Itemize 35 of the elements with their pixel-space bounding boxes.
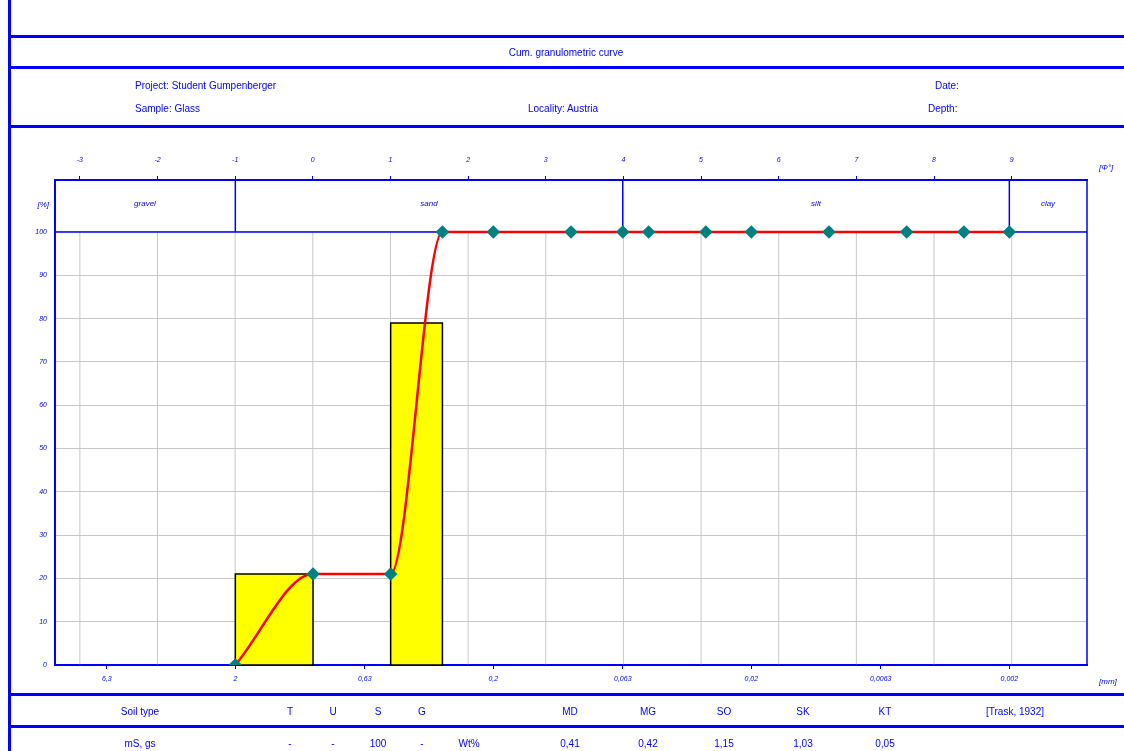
annotation: gravel	[134, 199, 156, 208]
text: Project: Student Gumpenberger	[135, 80, 277, 91]
text: T	[286, 706, 294, 717]
text: Date:	[935, 80, 959, 91]
annotation: clay	[1040, 199, 1056, 208]
text: Sample: Glass	[135, 103, 201, 114]
text: KT	[878, 706, 892, 717]
text: 0,41	[560, 738, 580, 749]
chart-title: Cum. granulometric curve	[507, 46, 625, 60]
text: U	[329, 706, 337, 717]
annotation: sand	[420, 199, 438, 208]
text: 0,42	[638, 738, 658, 749]
text: MG	[639, 706, 657, 717]
x2-axis-title: [Φ°]	[1098, 163, 1115, 173]
y-axis-title: [%]	[36, 200, 50, 210]
text: Locality: Austria	[528, 103, 599, 114]
text: -	[420, 738, 424, 749]
text: G	[418, 706, 426, 717]
text: -	[288, 738, 292, 749]
text: 100	[369, 738, 387, 749]
text: 1,03	[793, 738, 813, 749]
text: 0,05	[875, 738, 895, 749]
text: MD	[562, 706, 578, 717]
text: SO	[716, 706, 732, 717]
text: 1,15	[714, 738, 734, 749]
text: S	[374, 706, 382, 717]
text: [Trask, 1932]	[986, 706, 1044, 717]
x-axis-title: [mm]	[1098, 677, 1118, 687]
text: Soil type	[120, 706, 160, 717]
text: Depth:	[928, 103, 958, 114]
text: -	[331, 738, 335, 749]
text: Wt%	[458, 738, 480, 749]
text: mS, gs	[124, 738, 156, 749]
text: SK	[796, 706, 810, 717]
annotation: silt	[811, 199, 821, 208]
